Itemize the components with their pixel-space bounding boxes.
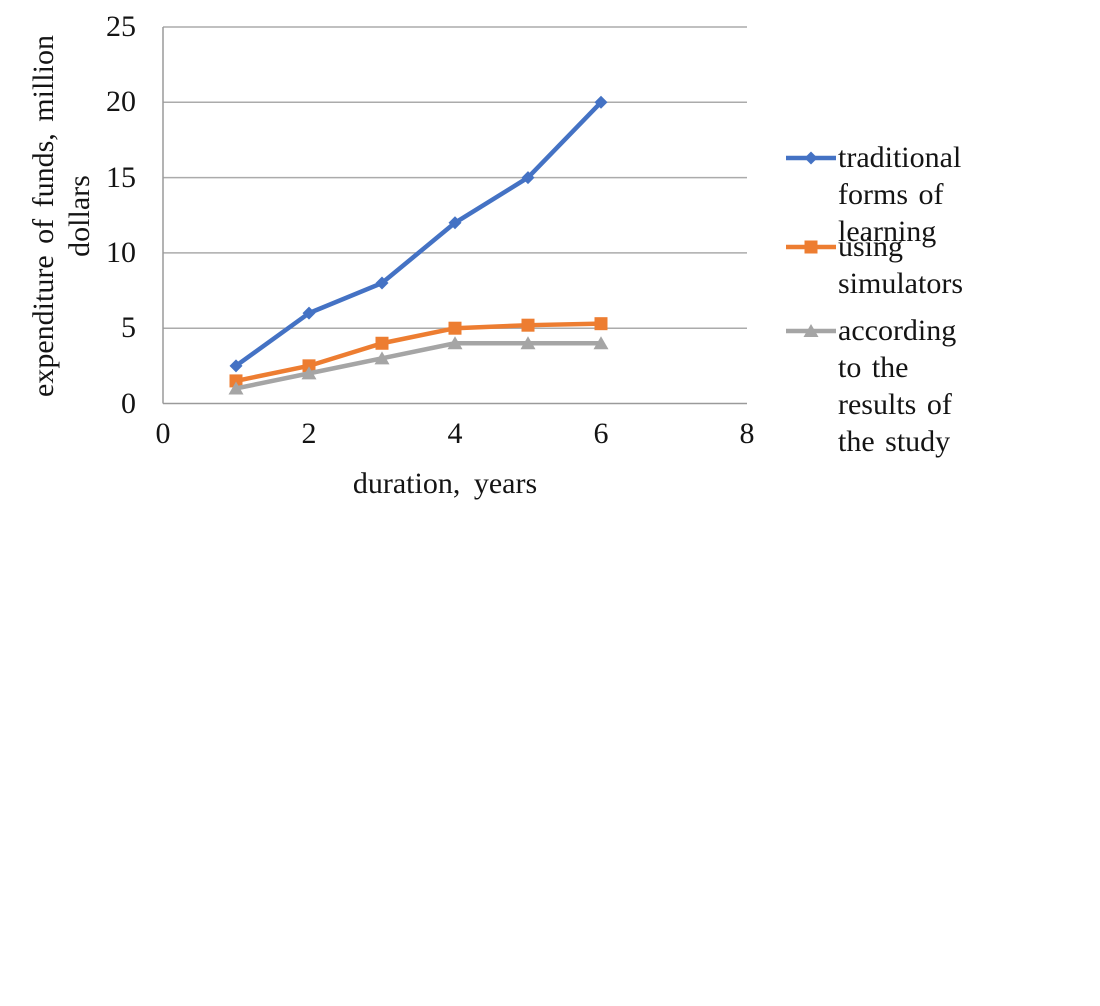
triangle-marker: [228, 381, 244, 395]
x-tick-label: 8: [739, 417, 755, 450]
y-tick-label: 0: [121, 386, 136, 420]
x-tick-label: 6: [593, 417, 609, 450]
y-tick-label: 15: [106, 160, 136, 194]
square-legend-icon: [786, 240, 836, 254]
triangle-marker: [301, 366, 317, 380]
diamond-marker: [521, 171, 535, 185]
y-tick-label: 5: [121, 311, 136, 345]
triangle-marker: [520, 336, 536, 350]
square-marker: [375, 336, 389, 350]
square-marker: [804, 240, 818, 254]
y-axis-title-line1: expenditure of funds, million: [27, 35, 60, 397]
y-tick-label: 25: [106, 10, 136, 43]
legend-item: using simulators: [786, 228, 963, 302]
diamond-marker: [375, 276, 389, 290]
y-tick-label: 20: [106, 85, 136, 119]
series-line: [233, 321, 604, 384]
legend-item-label: according to the results of the study: [838, 314, 957, 458]
square-marker: [229, 374, 243, 388]
legend-item: traditional forms of learning: [786, 139, 961, 250]
legend-item-label: using simulators: [838, 230, 963, 300]
square-marker: [302, 359, 316, 373]
triangle-marker: [803, 324, 819, 337]
diamond-marker: [448, 216, 462, 230]
y-axis-title: expenditure of funds, million dollars: [26, 6, 98, 426]
series-line: [233, 341, 604, 391]
triangle-marker: [374, 351, 390, 365]
diamond-marker: [594, 95, 608, 109]
square-marker: [448, 321, 462, 335]
x-tick-label: 0: [155, 417, 171, 450]
triangle-marker: [593, 336, 609, 350]
legend-item: according to the results of the study: [786, 312, 956, 460]
diamond-marker: [229, 359, 243, 373]
square-marker: [521, 318, 535, 332]
triangle-marker: [447, 336, 463, 350]
legend-item-label: traditional forms of learning: [838, 141, 962, 248]
series-line: [233, 100, 604, 369]
x-tick-label: 2: [301, 417, 317, 450]
square-marker: [594, 317, 608, 331]
y-axis-title-line2: dollars: [63, 175, 96, 257]
x-tick-label: 4: [447, 417, 463, 450]
x-axis-title: duration, years: [352, 467, 538, 500]
diamond-marker: [302, 306, 316, 320]
triangle-legend-icon: [786, 324, 836, 337]
chart-canvas: [162, 26, 747, 405]
diamond-legend-icon: [786, 151, 836, 165]
y-tick-label: 10: [106, 235, 136, 269]
diamond-marker: [804, 151, 818, 165]
